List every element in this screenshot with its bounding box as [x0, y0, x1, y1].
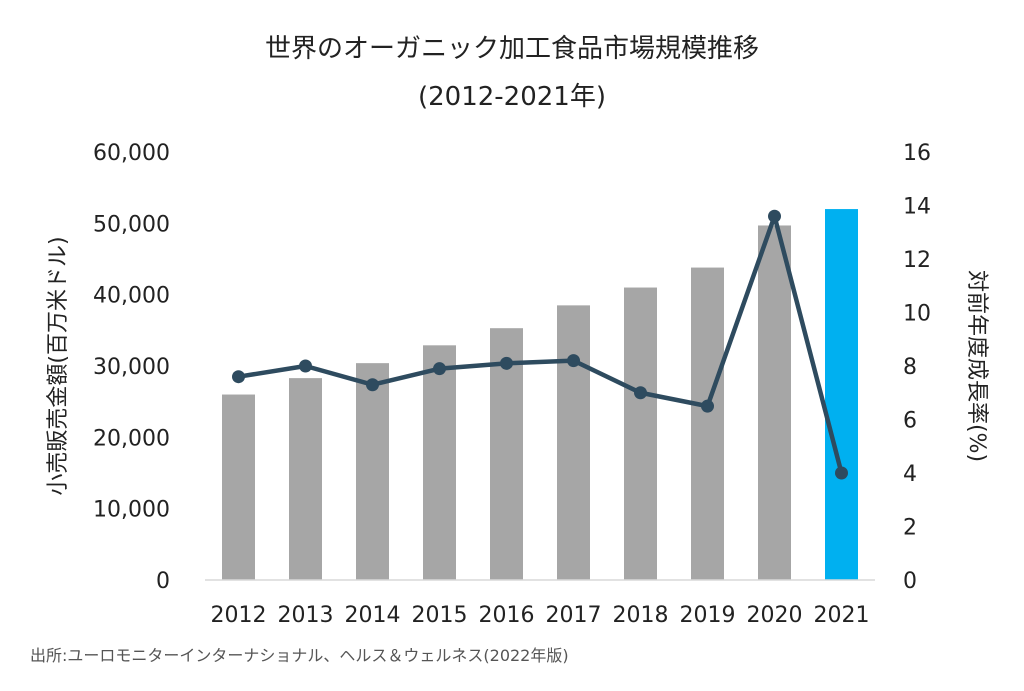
growth-point-2013: [299, 359, 312, 373]
y-right-tick-label: 14: [903, 195, 931, 220]
x-tick-label: 2015: [412, 603, 468, 628]
y-left-tick-label: 0: [156, 569, 170, 594]
y-right-tick-label: 16: [903, 141, 931, 166]
y-axis-left-ticks: 0 10,000 20,000 30,000 40,000 50,000 60,000: [93, 141, 170, 594]
bar-2021: [825, 209, 858, 581]
growth-point-2019: [701, 399, 714, 413]
bar-2019: [691, 267, 724, 580]
growth-point-2017: [567, 354, 580, 368]
y-right-tick-label: 12: [903, 248, 931, 273]
x-tick-label: 2016: [479, 603, 535, 628]
y-axis-right-ticks: 0 2 4 6 8 10 12 14 16: [903, 141, 931, 594]
x-tick-label: 2012: [211, 603, 267, 628]
growth-point-2018: [634, 386, 647, 400]
line-series: [232, 209, 848, 480]
y-left-tick-label: 50,000: [93, 212, 170, 237]
growth-point-2021: [835, 466, 848, 480]
y-axis-left-label: 小売販売金額(百万米ドル): [46, 236, 71, 495]
bar-2018: [624, 287, 657, 580]
growth-point-2015: [433, 362, 446, 376]
y-right-tick-label: 8: [903, 355, 917, 380]
x-tick-label: 2013: [278, 603, 334, 628]
x-tick-label: 2019: [680, 603, 736, 628]
y-axis-right-label: 対前年度成長率(%): [964, 270, 989, 462]
growth-line: [238, 213, 844, 474]
y-right-tick-label: 6: [903, 409, 917, 434]
chart-title: 世界のオーガニック加工食品市場規模推移: [264, 34, 759, 64]
y-right-tick-label: 10: [903, 302, 931, 327]
growth-point-2014: [366, 378, 379, 392]
y-left-tick-label: 30,000: [93, 355, 170, 380]
y-left-tick-label: 40,000: [93, 284, 170, 309]
bar-2012: [222, 394, 255, 580]
bar-2017: [557, 305, 590, 580]
y-left-tick-label: 10,000: [93, 498, 170, 523]
chart-subtitle: (2012-2021年): [417, 82, 606, 112]
x-tick-label: 2018: [613, 603, 669, 628]
bar-2013: [289, 378, 322, 580]
source-note: 出所:ユーロモニターインターナショナル、ヘルス＆ウェルネス(2022年版): [30, 646, 569, 665]
growth-point-2020: [768, 209, 781, 223]
y-right-tick-label: 4: [903, 462, 917, 487]
bar-2015: [423, 345, 456, 580]
bar-2016: [490, 328, 523, 580]
bar-series: [222, 209, 858, 581]
y-right-tick-label: 2: [903, 516, 917, 541]
x-tick-label: 2020: [747, 603, 803, 628]
bar-2020: [758, 225, 791, 580]
growth-point-2012: [232, 370, 245, 384]
y-left-tick-label: 60,000: [93, 141, 170, 166]
growth-point-2016: [500, 356, 513, 370]
x-tick-label: 2017: [546, 603, 602, 628]
x-tick-label: 2014: [345, 603, 401, 628]
y-right-tick-label: 0: [903, 569, 917, 594]
y-left-tick-label: 20,000: [93, 426, 170, 451]
x-tick-label: 2021: [814, 603, 870, 628]
x-axis-ticks: 2012 2013 2014 2015 2016 2017 2018 2019 2020 2021: [211, 603, 870, 628]
bar-2014: [356, 363, 389, 580]
